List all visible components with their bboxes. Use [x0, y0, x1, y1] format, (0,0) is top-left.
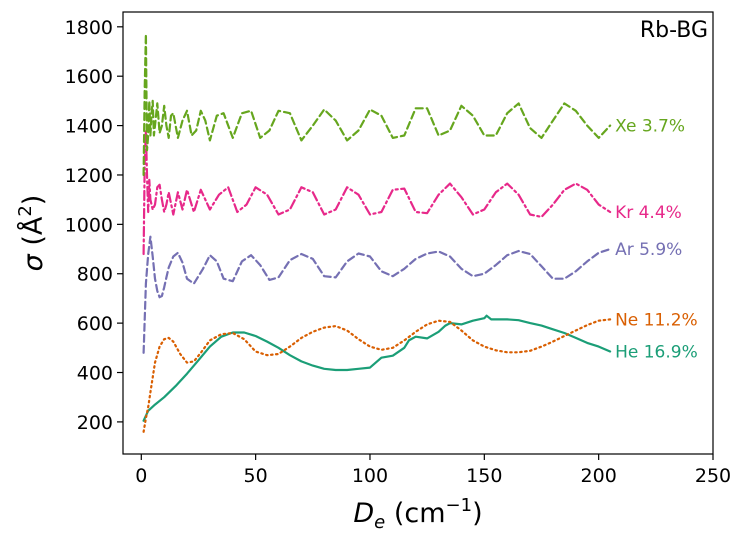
series-label-xe: Xe 3.7%	[615, 117, 685, 137]
y-tick-label: 400	[77, 363, 113, 385]
y-tick-label: 1200	[65, 165, 113, 187]
x-tick-label: 0	[135, 465, 147, 487]
series-group	[142, 33, 612, 433]
series-line-kr	[142, 129, 612, 256]
y-tick-label: 1000	[65, 214, 113, 236]
x-tick-label: 100	[352, 465, 388, 487]
series-line-ne	[142, 318, 612, 433]
series-label-ar: Ar 5.9%	[615, 240, 682, 260]
y-tick-label: 600	[77, 313, 113, 335]
series-line-he	[142, 314, 612, 422]
series-line-xe	[142, 33, 612, 177]
y-tick-label: 1800	[65, 17, 113, 39]
chart-title: Rb-BG	[640, 18, 708, 43]
y-axis: 200 400 600 800 1000 1200 1400 1600 1800	[65, 17, 123, 434]
y-tick-label: 200	[77, 412, 113, 434]
y-tick-label: 1600	[65, 66, 113, 88]
series-label-kr: Kr 4.4%	[615, 203, 682, 223]
x-axis-title: De (cm−1)	[353, 495, 482, 533]
x-tick-label: 200	[581, 465, 617, 487]
y-tick-label: 800	[77, 264, 113, 286]
plot-area	[122, 11, 714, 455]
x-tick-label: 250	[695, 465, 731, 487]
series-label-ne: Ne 11.2%	[615, 310, 698, 330]
x-tick-label: 50	[244, 465, 268, 487]
series-label-he: He 16.9%	[615, 343, 698, 363]
x-axis: 0 50 100 150 200 250	[135, 454, 731, 487]
legend: He 16.9% Ne 11.2% Ar 5.9% Kr 4.4% Xe 3.7%	[615, 117, 698, 363]
y-tick-label: 1400	[65, 116, 113, 138]
series-line-ar	[142, 235, 612, 354]
x-tick-label: 150	[466, 465, 502, 487]
plot-frame	[122, 11, 714, 455]
y-axis-title: σ (Å2)	[15, 195, 49, 272]
